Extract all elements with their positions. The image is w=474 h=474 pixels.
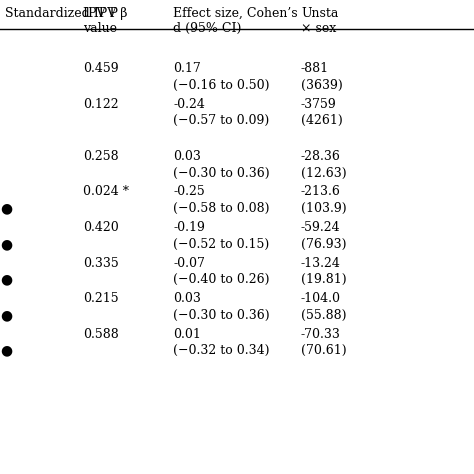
Text: (55.88): (55.88): [301, 309, 346, 322]
Text: -0.07: -0.07: [173, 256, 205, 270]
Text: (−0.52 to 0.15): (−0.52 to 0.15): [173, 237, 269, 251]
Text: -59.24: -59.24: [301, 221, 341, 234]
Text: 0.03: 0.03: [173, 150, 201, 163]
Text: ●: ●: [0, 308, 12, 322]
Text: Unsta
× sex: Unsta × sex: [301, 7, 338, 35]
Text: (−0.32 to 0.34): (−0.32 to 0.34): [173, 344, 270, 357]
Text: (−0.57 to 0.09): (−0.57 to 0.09): [173, 114, 269, 128]
Text: 0.03: 0.03: [173, 292, 201, 305]
Text: -70.33: -70.33: [301, 328, 341, 341]
Text: 0.215: 0.215: [83, 292, 118, 305]
Text: (70.61): (70.61): [301, 344, 346, 357]
Text: (−0.58 to 0.08): (−0.58 to 0.08): [173, 202, 270, 215]
Text: ●: ●: [0, 201, 12, 216]
Text: -0.19: -0.19: [173, 221, 205, 234]
Text: (−0.16 to 0.50): (−0.16 to 0.50): [173, 79, 270, 92]
Text: (76.93): (76.93): [301, 237, 346, 251]
Text: (4261): (4261): [301, 114, 343, 128]
Text: (19.81): (19.81): [301, 273, 346, 286]
Text: 0.024 *: 0.024 *: [83, 185, 129, 199]
Text: (12.63): (12.63): [301, 166, 346, 180]
Text: ●: ●: [0, 344, 12, 358]
Text: IPV P
value: IPV P value: [83, 7, 118, 35]
Text: -13.24: -13.24: [301, 256, 341, 270]
Text: ●: ●: [0, 273, 12, 287]
Text: -28.36: -28.36: [301, 150, 341, 163]
Text: ●: ●: [0, 237, 12, 251]
Text: -0.25: -0.25: [173, 185, 205, 199]
Text: 0.588: 0.588: [83, 328, 118, 341]
Text: Standardized IPV β: Standardized IPV β: [5, 7, 127, 20]
Text: -3759: -3759: [301, 98, 337, 111]
Text: 0.17: 0.17: [173, 62, 201, 75]
Text: (3639): (3639): [301, 79, 343, 92]
Text: Effect size, Cohen’s
d (95% CI): Effect size, Cohen’s d (95% CI): [173, 7, 298, 35]
Text: (−0.30 to 0.36): (−0.30 to 0.36): [173, 166, 270, 180]
Text: 0.335: 0.335: [83, 256, 118, 270]
Text: -213.6: -213.6: [301, 185, 341, 199]
Text: (−0.30 to 0.36): (−0.30 to 0.36): [173, 309, 270, 322]
Text: (−0.40 to 0.26): (−0.40 to 0.26): [173, 273, 270, 286]
Text: -881: -881: [301, 62, 329, 75]
Text: (103.9): (103.9): [301, 202, 346, 215]
Text: 0.459: 0.459: [83, 62, 118, 75]
Text: 0.01: 0.01: [173, 328, 201, 341]
Text: 0.122: 0.122: [83, 98, 118, 111]
Text: 0.258: 0.258: [83, 150, 118, 163]
Text: -0.24: -0.24: [173, 98, 205, 111]
Text: -104.0: -104.0: [301, 292, 341, 305]
Text: 0.420: 0.420: [83, 221, 118, 234]
